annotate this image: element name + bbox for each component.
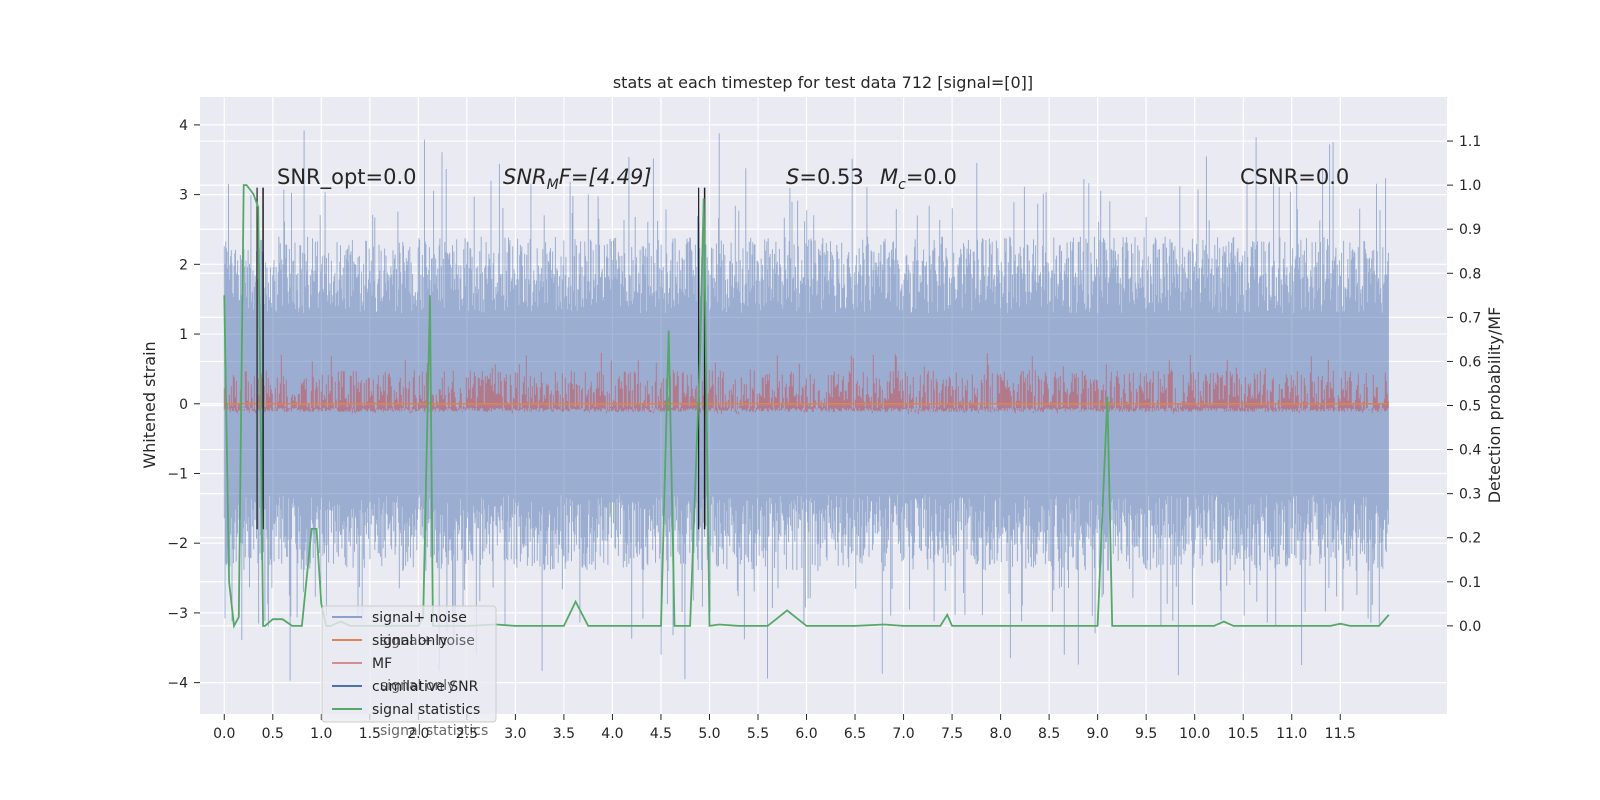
y-tick-label: −3 [167,606,188,622]
x-tick-label: 0.5 [262,726,284,742]
mc-sub: c [898,177,906,193]
y2-tick-label: 0.4 [1459,443,1481,459]
y-tick-label: 3 [179,188,188,204]
x-tick-label: 0.0 [213,726,235,742]
x-tick-label: 8.0 [989,726,1011,742]
y2-tick-label: 1.1 [1459,134,1481,150]
legend-label: cumilative SNR [372,679,479,695]
annotation-mc: Mc=0.0 [880,165,957,193]
y2-axis: 1.1 1.0 0.9 0.8 0.7 0.6 0.5 0.4 0.3 0.2 0.1 0.0 [1447,134,1481,635]
x-tick-label: 1.0 [310,726,332,742]
y-tick-label: 2 [179,257,188,273]
legend-box [321,605,497,723]
y2-tick-label: 0.1 [1459,575,1481,591]
y2-tick-label: 0.2 [1459,531,1481,547]
x-axis: 0.0 0.5 1.0 1.5 2.0 2.5 3.0 3.5 4.0 4.5 5.0 5.5 6.0 6… [213,714,1356,742]
y2-tick-label: 0.8 [1459,266,1481,282]
legend-ghost-label: signal+ noise [380,633,475,649]
y2-tick-label: 0.7 [1459,310,1481,326]
y-tick-label: −1 [167,466,188,482]
x-tick-label: 7.0 [892,726,914,742]
legend-label: signal only [372,633,447,649]
y2-tick-label: 0.5 [1459,399,1481,415]
x-tick-label: 8.5 [1038,726,1060,742]
annotation-snr-mf: SNRMF=[4.49] [503,165,652,193]
y2-tick-label: 0.3 [1459,487,1481,503]
y2-tick-label: 1.0 [1459,178,1481,194]
x-tick-label: 11.0 [1276,726,1307,742]
annotation-csnr: CSNR=0.0 [1240,165,1349,189]
x-tick-label: 5.5 [747,726,769,742]
y2-axis-label: Detection probability/MF [1485,307,1504,504]
legend-label: signal statistics [372,702,480,718]
x-tick-label: 1.5 [359,726,381,742]
x-tick-label: 10.0 [1179,726,1210,742]
y-tick-label: 4 [179,118,188,134]
s-value: =0.53 [799,165,863,189]
y-tick-label: −2 [167,536,188,552]
x-tick-label: 3.5 [553,726,575,742]
x-tick-label: 3.0 [504,726,526,742]
legend-ghost-label: signal only [380,678,455,694]
x-tick-label: 10.5 [1228,726,1259,742]
annotation-snr-opt: SNR_opt=0.0 [277,165,417,190]
snr-mf-sub: M [547,177,559,193]
s-label: S [786,165,799,189]
snr-mf-base: SNR [503,165,547,189]
x-tick-label: 6.0 [795,726,817,742]
annotation-s: S=0.53 [786,165,864,189]
mc-base: M [880,165,898,189]
x-tick-label: 5.0 [698,726,720,742]
y-tick-label: 1 [179,327,188,343]
mc-value: =0.0 [906,165,957,189]
legend-ghost: signal+ noise signal only signal statistic… [380,633,488,739]
y-axis: 4 3 2 1 0 −1 −2 −3 −4 [167,118,200,692]
x-tick-label: 4.0 [601,726,623,742]
x-tick-label: 9.5 [1135,726,1157,742]
x-tick-label: 11.5 [1325,726,1356,742]
legend-ghost-label: signal statistics [380,723,488,739]
x-tick-label: 9.0 [1087,726,1109,742]
y-tick-label: −4 [167,676,188,692]
series-signal-statistics [223,184,1390,629]
y-axis-label: Whitened strain [140,341,159,468]
x-tick-label: 2.5 [456,726,478,742]
chart-title: stats at each timestep for test data 712… [613,73,1033,92]
y2-tick-label: 0.6 [1459,354,1481,370]
y2-tick-label: 0.0 [1459,619,1481,635]
x-tick-label: 7.5 [941,726,963,742]
x-tick-label: 6.5 [844,726,866,742]
x-tick-label: 2.0 [407,726,429,742]
snr-mf-rest: F=[4.49] [559,165,652,189]
y-tick-label: 0 [179,397,188,413]
y2-tick-label: 0.9 [1459,222,1481,238]
x-tick-label: 4.5 [650,726,672,742]
legend-label: signal+ noise [372,610,467,626]
legend-label: MF [372,656,392,672]
